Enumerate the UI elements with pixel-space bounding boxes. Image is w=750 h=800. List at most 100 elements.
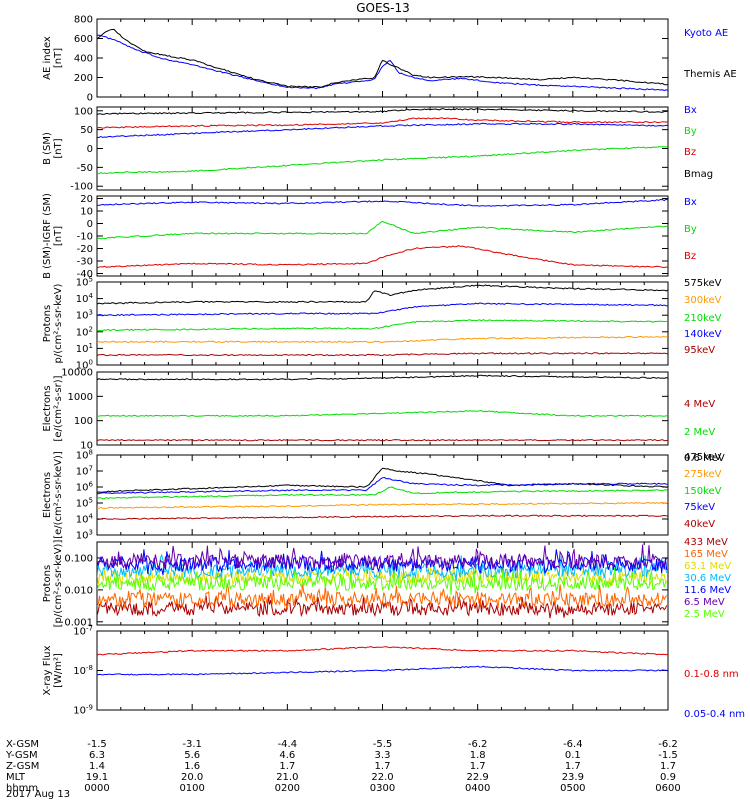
y-tick-label: -50 [77, 163, 93, 174]
y-tick-label: 200 [74, 73, 93, 84]
legend-entry: Bz [684, 147, 696, 158]
panel-bsm: 100 50 0 -50 -100 B (SM) [nT] Bx By Bz Bmag [42, 105, 713, 193]
x-row-value: 22.9 [467, 772, 489, 783]
y-axis-label: Electrons [42, 385, 53, 431]
series-line-0-05-0-4-nm [97, 665, 668, 676]
panel-frame [96, 106, 669, 191]
y-axis-label: AE index [42, 36, 53, 80]
x-row-name: hhmm [6, 783, 38, 794]
x-row-value: 0.9 [660, 772, 676, 783]
legend-entry: 0.6 MeV [684, 453, 725, 464]
x-row-value: -6.4 [563, 739, 583, 750]
x-row-value: 0200 [275, 783, 300, 794]
legend-entry: 30.6 MeV [684, 573, 731, 584]
y-tick-label: -10 [77, 232, 93, 243]
panel-bigrf: 20 100 -10-20 -30-40 B (SM)-IGRF (SM) [nT] Bx B… [42, 193, 697, 280]
x-row-value: -5.5 [373, 739, 393, 750]
y-tick-label: 1000 [68, 392, 93, 403]
y-axis-label: [e/(cm²-s-sr)] [53, 375, 64, 441]
y-tick-label: -30 [77, 257, 93, 268]
x-row-name: Z-GSM [6, 761, 39, 772]
x-row-name: Y-GSM [5, 750, 38, 761]
y-tick-label: 20 [80, 194, 93, 205]
legend-entry: 575keV [684, 278, 722, 289]
y-tick-label: 105 [76, 276, 93, 289]
x-row-value: 0600 [655, 783, 680, 794]
y-tick-label: 107 [76, 465, 93, 478]
legend-entry: Kyoto AE [684, 28, 728, 39]
legend-entry: 300keV [684, 295, 722, 306]
y-axis-label: [nT] [53, 226, 64, 246]
y-tick-label: 0 [87, 93, 93, 104]
y-axis-label: Protons [42, 305, 53, 342]
series-line-kyoto-ae [97, 34, 668, 92]
x-row-value: 20.0 [181, 772, 203, 783]
panel-electrons_hi: 10000 1000 100 10 Electrons [e/(cm²-s-sr)] 4 M… [42, 368, 725, 465]
x-row-value: 21.0 [276, 772, 298, 783]
legend-entry: 95keV [684, 345, 715, 356]
y-tick-label: 104 [76, 292, 94, 305]
series-line-by [97, 220, 668, 240]
y-tick-label: 108 [76, 449, 93, 462]
series-line-300kev [97, 335, 668, 343]
y-tick-label: 106 [76, 481, 94, 494]
x-row-value: -1.5 [658, 750, 678, 761]
plot-title: GOES-13 [356, 1, 410, 15]
x-row-value: -1.5 [87, 739, 107, 750]
x-row-value: 1.4 [89, 761, 105, 772]
legend-entry: By [684, 126, 697, 137]
y-axis-label: [p/(cm²-s-sr-keV)] [53, 540, 64, 628]
y-tick-label: 0.001 [64, 617, 93, 628]
y-tick-label: 10000 [61, 368, 93, 379]
x-row-value: 0500 [560, 783, 585, 794]
series-line-0-1-0-8-nm [97, 646, 668, 656]
panel-frame [96, 454, 669, 536]
panel-ae: 0 200 400 600 800 AE index [nT] Kyoto AE Themis … [42, 15, 737, 104]
x-row-value: 19.1 [86, 772, 108, 783]
series-line-2-mev [97, 410, 668, 417]
y-tick-label: -40 [77, 269, 93, 280]
x-row-name: X-GSM [6, 739, 39, 750]
x-row-value: -6.2 [658, 739, 678, 750]
x-row-value: -3.1 [182, 739, 202, 750]
y-tick-label: 50 [80, 125, 93, 136]
legend-entry: 210keV [684, 313, 722, 324]
x-row-value: -4.4 [278, 739, 298, 750]
y-tick-label: -100 [70, 182, 93, 193]
panel-protons_mev: 0.100 0.010 0.001 Protons [p/(cm²-s-sr-keV)]… [42, 537, 731, 628]
legend-entry: 0.05-0.4 nm [684, 709, 745, 720]
series-line-165-mev [97, 583, 668, 611]
x-row-value: 0000 [84, 783, 109, 794]
y-tick-label: 103 [76, 309, 93, 322]
x-row-value: 1.7 [470, 761, 486, 772]
x-row-value: 3.3 [375, 750, 391, 761]
legend-entry: 433 MeV [684, 537, 728, 548]
legend-entry: 4 MeV [684, 399, 715, 410]
x-row-value: 1.6 [184, 761, 200, 772]
y-tick-label: -20 [77, 244, 93, 255]
y-axis-label: X-ray Flux [42, 645, 53, 695]
legend-entry: Bx [684, 105, 697, 116]
y-tick-label: 100 [74, 416, 93, 427]
y-tick-label: 10-7 [73, 625, 93, 638]
x-row-value: 1.8 [470, 750, 486, 761]
y-tick-label: 101 [76, 342, 93, 355]
series-line-4-mev [97, 439, 668, 442]
x-row-value: 1.7 [375, 761, 391, 772]
y-axis-label: [nT] [53, 138, 64, 158]
series-line-bmag [97, 108, 668, 115]
series-line-275kev [97, 501, 668, 509]
y-axis-label: Protons [42, 565, 53, 602]
y-tick-label: 0 [87, 219, 93, 230]
legend-entry: 11.6 MeV [684, 585, 731, 596]
series-line-95kev [97, 352, 668, 357]
y-tick-label: 400 [74, 54, 93, 65]
legend-entry: 40keV [684, 519, 715, 530]
y-tick-label: 10 [80, 441, 93, 452]
y-tick-label: 800 [74, 15, 93, 26]
y-axis-label: Electrons [42, 472, 53, 518]
legend-entry: 165 MeV [684, 549, 728, 560]
x-row-value: 0400 [465, 783, 490, 794]
